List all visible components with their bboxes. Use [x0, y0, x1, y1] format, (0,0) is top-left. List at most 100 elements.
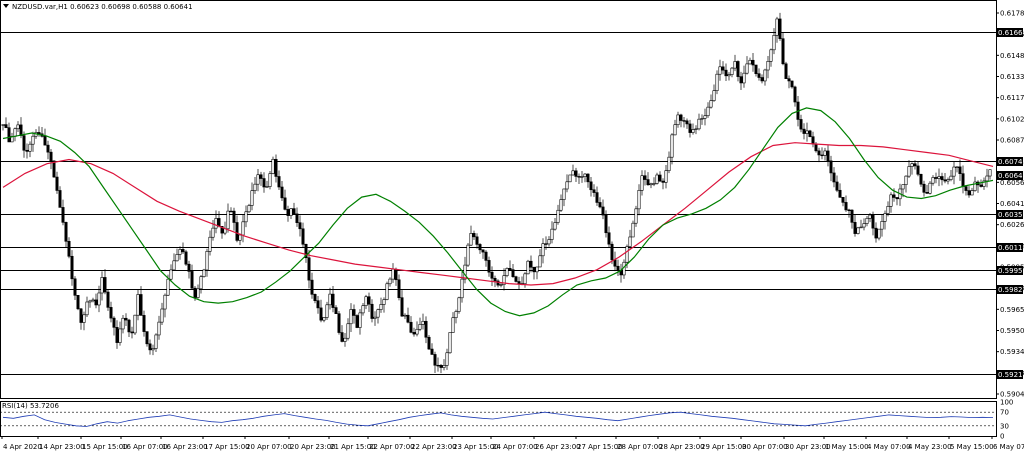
level-label: 0.59212	[998, 371, 1024, 379]
candle	[451, 312, 455, 333]
candle	[985, 168, 989, 188]
candle-body	[574, 170, 578, 177]
candle	[184, 249, 188, 266]
candle	[154, 333, 158, 352]
candle	[421, 313, 425, 330]
candle-body	[793, 86, 797, 103]
candle-body	[454, 311, 458, 319]
candle-body	[460, 278, 464, 299]
candle	[511, 264, 515, 278]
candle-body	[445, 352, 449, 366]
candle-body	[523, 273, 527, 285]
candle-body	[586, 173, 590, 183]
candle	[766, 55, 770, 79]
candle	[505, 267, 509, 278]
candle	[607, 226, 611, 248]
candle-body	[634, 208, 638, 224]
candle	[664, 165, 668, 189]
candle	[112, 316, 116, 336]
candle-body	[262, 178, 266, 188]
candle-body	[259, 174, 263, 179]
candle	[523, 272, 527, 288]
candle-body	[676, 114, 680, 126]
candle	[97, 285, 101, 313]
candle	[559, 194, 563, 212]
candle-body	[415, 328, 419, 335]
candle	[541, 238, 545, 264]
candle	[859, 219, 863, 229]
level-label: 0.60742	[998, 158, 1024, 166]
candle	[136, 288, 140, 321]
candle-body	[364, 296, 368, 306]
candle	[775, 16, 779, 43]
candle	[328, 287, 332, 310]
candle-body	[4, 124, 8, 128]
candle-body	[487, 260, 491, 273]
candle	[271, 156, 275, 175]
candle-body	[328, 293, 332, 306]
candle-body	[139, 294, 143, 316]
candle	[253, 177, 257, 194]
candle	[352, 304, 356, 324]
candle	[1, 124, 5, 131]
candle-body	[337, 313, 341, 333]
candle	[610, 241, 614, 265]
candle	[256, 169, 260, 192]
candle-body	[235, 222, 239, 241]
candle	[61, 199, 65, 226]
candle	[904, 175, 908, 193]
candle-body	[424, 320, 428, 338]
candle-body	[946, 179, 950, 182]
candle	[181, 242, 185, 255]
triangle-down-icon[interactable]	[3, 4, 9, 8]
candle	[76, 294, 80, 311]
candle	[790, 80, 794, 89]
candle-body	[148, 343, 152, 351]
candle	[490, 266, 494, 286]
candle-body	[652, 183, 656, 185]
candle	[196, 284, 200, 299]
candle	[22, 131, 26, 158]
candle-body	[316, 300, 320, 309]
candle-body	[637, 190, 641, 210]
candle	[85, 296, 89, 318]
candle	[481, 249, 485, 259]
candle-body	[475, 236, 479, 245]
candle	[130, 326, 134, 339]
candle-body	[583, 173, 587, 177]
candle	[763, 68, 767, 86]
candle-body	[229, 210, 233, 213]
candle	[637, 184, 641, 216]
candle-body	[646, 179, 650, 186]
candle	[544, 236, 548, 250]
candle	[487, 256, 491, 277]
candle-body	[967, 190, 971, 196]
candle-body	[448, 332, 452, 354]
candle-body	[406, 314, 410, 323]
candle	[805, 122, 809, 142]
candle-body	[301, 228, 305, 245]
candle-body	[880, 221, 884, 230]
candle	[247, 203, 251, 214]
candle	[220, 226, 224, 239]
candle-body	[121, 317, 125, 330]
candle-body	[883, 213, 887, 222]
candle-body	[772, 34, 776, 51]
candle	[439, 363, 443, 374]
time-axis-tick-label: 16 Apr 23:00	[162, 443, 208, 451]
candle-body	[61, 207, 65, 223]
candle	[829, 155, 833, 182]
candle	[385, 281, 389, 301]
candle-body	[889, 194, 893, 207]
candle	[358, 309, 362, 335]
rsi-panel-frame	[0, 401, 997, 437]
candle-body	[670, 134, 674, 158]
rsi-line	[2, 411, 994, 427]
candle	[172, 253, 176, 271]
candle-body	[589, 181, 593, 191]
